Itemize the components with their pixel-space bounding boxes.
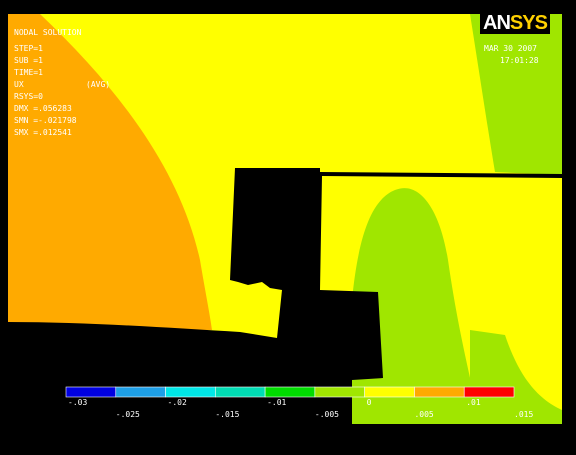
legend-bottom-label: .015 (514, 410, 534, 419)
logo-sys: SYS (509, 11, 548, 34)
legend-color-bar (65, 386, 515, 398)
info-smn: SMN =-.021798 (14, 116, 77, 125)
legend-top-label: .01 (466, 398, 481, 407)
legend-swatch-1 (115, 386, 166, 398)
legend-swatch-4 (264, 386, 316, 398)
legend-swatch-2 (165, 386, 216, 398)
bottom-strip (0, 424, 576, 455)
legend-top-label: -.02 (167, 398, 187, 407)
info-smx: SMX =.012541 (14, 128, 72, 137)
legend-swatch-7 (414, 386, 465, 398)
legend-swatch-6 (364, 386, 415, 398)
info-title: NODAL SOLUTION (14, 28, 82, 37)
info-component: UX (14, 80, 24, 89)
legend-swatch-5 (314, 386, 365, 398)
undeformed-part (8, 168, 562, 424)
info-time: TIME=1 (14, 68, 43, 77)
plot-date: MAR 30 2007 (484, 44, 537, 53)
info-sub: SUB =1 (14, 56, 43, 65)
contour-band-orange (8, 14, 212, 330)
info-dmx: DMX =.056283 (14, 104, 72, 113)
info-rsys: RSYS=0 (14, 92, 43, 101)
legend-swatch-8 (463, 386, 515, 398)
legend-bottom-label: -.005 (314, 410, 339, 419)
info-avg: (AVG) (86, 80, 111, 89)
contour-band-green-lower (470, 330, 562, 424)
info-step: STEP=1 (14, 44, 43, 53)
legend-swatch-3 (215, 386, 266, 398)
logo-an: AN (483, 11, 511, 34)
contour-band-green-bubble (352, 188, 480, 424)
legend-swatch-0 (65, 386, 117, 398)
legend-top-label: -.01 (267, 398, 287, 407)
plot-clock: 17:01:28 (500, 56, 539, 65)
ansys-logo: AN SYS (480, 12, 550, 34)
contour-band-green-upper (470, 14, 562, 175)
legend-bottom-label: -.015 (215, 410, 240, 419)
legend-top-label: -.03 (68, 398, 88, 407)
legend-top-label: 0 (366, 398, 372, 407)
legend-bottom-label: .005 (414, 410, 434, 419)
legend-bottom-label: -.025 (115, 410, 140, 419)
